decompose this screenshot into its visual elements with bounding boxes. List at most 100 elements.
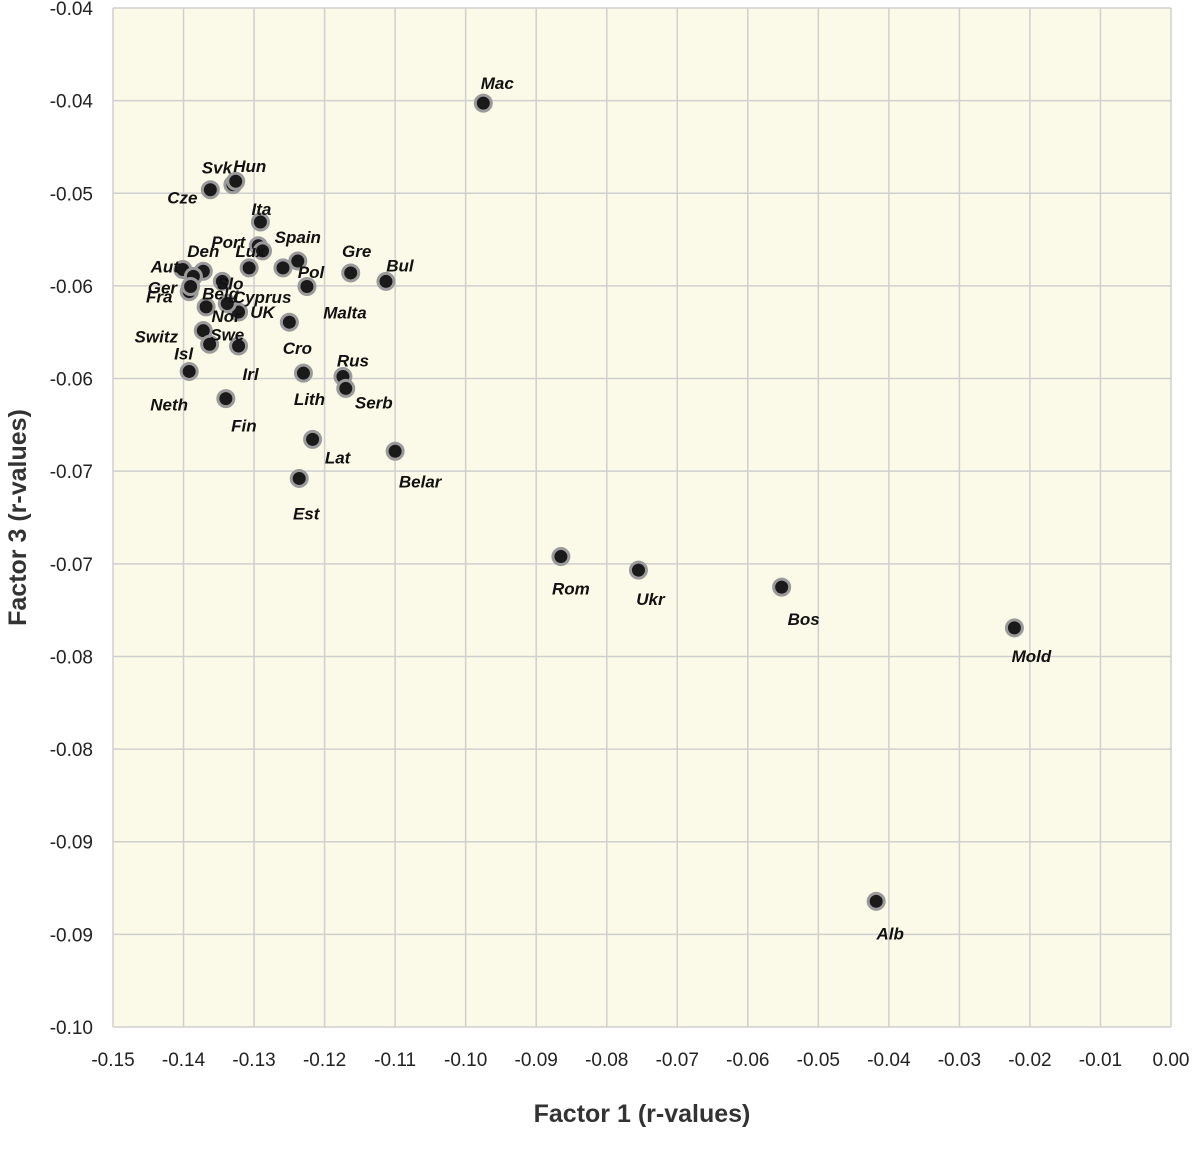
point-label-nor: Nor (211, 307, 242, 326)
x-tick-label: -0.07 (656, 1050, 699, 1071)
data-point-mac (473, 93, 493, 113)
x-tick-label: 0.00 (1153, 1050, 1190, 1071)
y-tick-label: -0.04 (50, 92, 94, 113)
point-label-gre: Gre (342, 242, 371, 261)
data-point-gre (341, 263, 361, 283)
data-point-isl (200, 334, 220, 354)
point-label-rus: Rus (337, 352, 369, 371)
data-point-spain (288, 251, 308, 271)
data-point-bos (772, 577, 792, 597)
data-point-est (289, 468, 309, 488)
point-label-fra: Fra (146, 288, 172, 307)
point-label-bul: Bul (386, 256, 415, 275)
plot-area (113, 8, 1171, 1027)
point-label-cro: Cro (283, 339, 312, 358)
point-label-mac: Mac (481, 74, 515, 93)
y-tick-label: -0.07 (50, 555, 93, 576)
x-tick-label: -0.13 (232, 1050, 275, 1071)
data-point-mold (1004, 618, 1024, 638)
y-tick-label: -0.06 (50, 277, 93, 298)
data-point-belar (385, 441, 405, 461)
point-label-port: Port (211, 233, 246, 252)
point-label-pol: Pol (298, 263, 326, 282)
x-tick-label: -0.14 (162, 1050, 206, 1071)
data-point-malta (297, 277, 317, 297)
point-label-svk: Svk (202, 159, 234, 178)
point-label-ger: Ger (148, 278, 179, 297)
y-tick-label: -0.08 (50, 647, 93, 668)
point-label-neth: Neth (150, 395, 188, 414)
y-tick-label: -0.10 (50, 1018, 93, 1039)
point-label-mold: Mold (1012, 647, 1052, 666)
point-label-spain: Spain (275, 228, 321, 247)
point-label-ukr: Ukr (636, 590, 666, 609)
point-label-ita: Ita (251, 200, 271, 219)
x-tick-label: -0.06 (726, 1050, 769, 1071)
point-label-slo: Slo (217, 274, 243, 293)
x-tick-label: -0.08 (585, 1050, 628, 1071)
point-label-est: Est (293, 504, 321, 523)
point-label-hun: Hun (233, 157, 266, 176)
point-label-irl: Irl (243, 365, 260, 384)
point-label-cze: Cze (167, 189, 197, 208)
x-tick-label: -0.04 (867, 1050, 911, 1071)
point-label-isl: Isl (174, 344, 194, 363)
data-point-serb (336, 378, 356, 398)
data-point-pol (273, 258, 293, 278)
point-label-swe: Swe (210, 326, 244, 345)
y-tick-label: -0.06 (50, 370, 93, 391)
point-label-lith: Lith (294, 390, 325, 409)
x-tick-label: -0.02 (1008, 1050, 1051, 1071)
y-tick-label: -0.07 (50, 462, 93, 483)
point-label-aut: Aut (150, 258, 181, 277)
x-tick-label: -0.10 (444, 1050, 487, 1071)
point-label-alb: Alb (875, 924, 903, 943)
x-tick-label: -0.05 (797, 1050, 840, 1071)
data-point-swe (217, 294, 237, 314)
y-tick-label: -0.09 (50, 833, 93, 854)
data-point-lat (303, 429, 323, 449)
point-label-rom: Rom (552, 580, 590, 599)
data-point-rom (551, 547, 571, 567)
point-label-switz: Switz (135, 328, 179, 347)
point-label-malta: Malta (323, 304, 366, 323)
grid (112, 7, 1172, 1028)
point-label-den: Den (187, 242, 219, 261)
data-point-cyprus (239, 258, 259, 278)
data-point-slo (212, 271, 232, 291)
data-point-fin (216, 389, 236, 409)
x-tick-label: -0.09 (515, 1050, 558, 1071)
data-point-lith (293, 363, 313, 383)
point-label-lat: Lat (325, 448, 352, 467)
data-point-cro (279, 312, 299, 332)
point-label-serb: Serb (355, 393, 393, 412)
data-point-ita (250, 212, 270, 232)
point-label-cyprus: Cyprus (233, 288, 292, 307)
x-axis-ticks: -0.15 -0.14 -0.13 -0.12 -0.11 -0.10 -0.09 -0.08… (91, 1050, 1189, 1071)
data-point-cze (200, 180, 220, 200)
data-point-hun (226, 171, 246, 191)
x-tick-label: -0.01 (1079, 1050, 1122, 1071)
x-tick-label: -0.15 (91, 1050, 134, 1071)
point-label-uk: UK (250, 303, 276, 322)
x-tick-label: -0.12 (303, 1050, 346, 1071)
y-tick-label: -0.08 (50, 740, 93, 761)
data-points (173, 93, 1024, 911)
point-label-lux: Lux (235, 242, 267, 261)
y-axis-ticks: -0.04 -0.04 -0.05 -0.06 -0.06 -0.07 -0.07 -0.08… (50, 0, 94, 1039)
x-tick-label: -0.11 (374, 1050, 416, 1071)
point-label-belar: Belar (399, 472, 443, 491)
point-label-bos: Bos (788, 610, 820, 629)
data-point-belg (181, 277, 201, 297)
y-tick-label: -0.04 (50, 0, 94, 20)
y-tick-label: -0.09 (50, 925, 93, 946)
point-label-fin: Fin (231, 417, 257, 436)
data-point-alb (866, 891, 886, 911)
data-point-ukr (628, 560, 648, 580)
y-tick-label: -0.05 (50, 184, 93, 205)
data-point-nor (196, 297, 216, 317)
data-point-lux (253, 241, 273, 261)
data-point-irl (229, 336, 249, 356)
x-tick-label: -0.03 (938, 1050, 981, 1071)
